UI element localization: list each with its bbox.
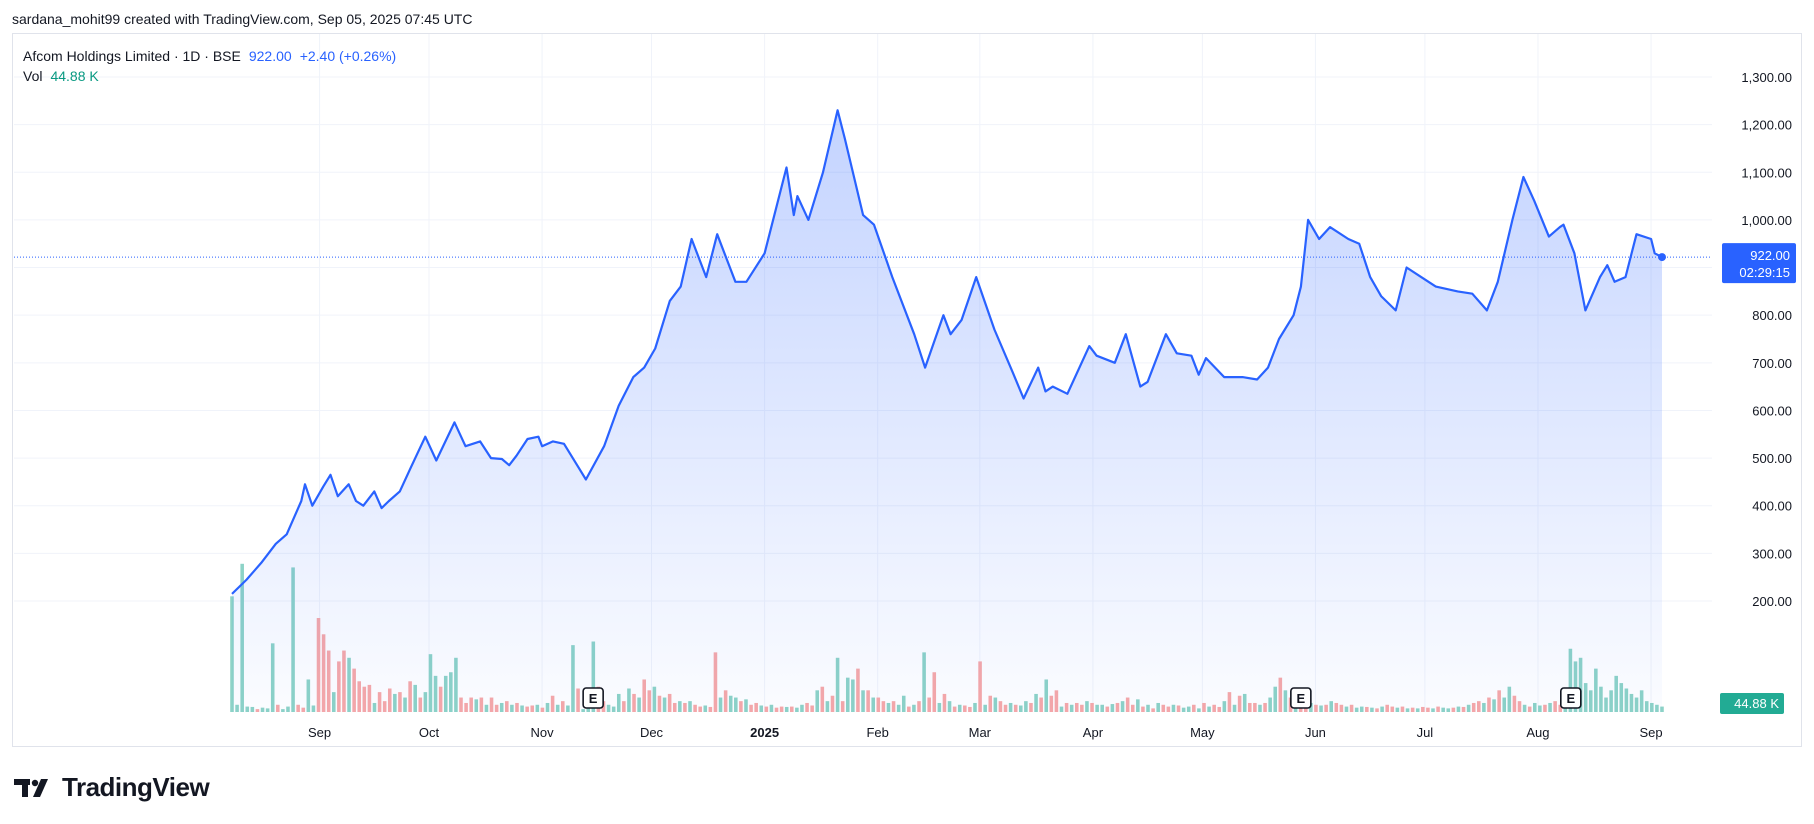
time-tick-label: Jul: [1417, 725, 1434, 740]
time-tick-label: Sep: [308, 725, 331, 740]
price-line: [231, 109, 1663, 595]
brand-name: TradingView: [62, 772, 210, 802]
time-tick-label: Jun: [1305, 725, 1326, 740]
tradingview-logo-icon: [14, 778, 48, 797]
attribution-text: sardana_mohit99 created with TradingView…: [12, 11, 473, 27]
price-change: +2.40 (+0.26%): [299, 48, 397, 64]
price-tick-label: 1,300.00: [1741, 70, 1792, 85]
price-tag-value: 922.00: [1750, 248, 1790, 263]
earnings-event-marker: [1560, 687, 1582, 709]
time-tick-label: Feb: [866, 725, 888, 740]
earnings-event-label: E: [589, 691, 598, 706]
time-tick-label: Aug: [1526, 725, 1549, 740]
time-tick-label: Dec: [640, 725, 664, 740]
price-tick-label: 500.00: [1752, 451, 1792, 466]
earnings-event-marker: [1290, 687, 1312, 709]
price-tick-label: 1,200.00: [1741, 118, 1792, 133]
earnings-event-label: E: [1566, 691, 1575, 706]
time-tick-label: 2025: [750, 725, 779, 740]
price-tick-label: 300.00: [1752, 546, 1792, 561]
price-axis[interactable]: 1,300.001,200.001,100.001,000.00900.0080…: [1741, 70, 1792, 609]
time-tick-label: Sep: [1639, 725, 1662, 740]
last-price-dot: [1658, 253, 1666, 262]
time-tick-label: Nov: [531, 725, 555, 740]
price-tick-label: 400.00: [1752, 499, 1792, 514]
volume-tag: [1720, 693, 1784, 714]
price-tick-label: 600.00: [1752, 403, 1792, 418]
earnings-event-label: E: [1297, 691, 1306, 706]
price-tick-label: 700.00: [1752, 356, 1792, 371]
price-tick-label: 1,100.00: [1741, 165, 1792, 180]
price-tag: [1722, 243, 1796, 284]
axis-tags: 922.00 02:29:15 44.88 K: [1720, 243, 1796, 714]
last-price: 922.00: [248, 48, 292, 64]
bar-countdown: 02:29:15: [1739, 265, 1790, 280]
price-tick-label: 200.00: [1752, 594, 1792, 609]
time-tick-label: Mar: [969, 725, 992, 740]
earnings-event-marker: [582, 687, 604, 709]
symbol-label[interactable]: Afcom Holdings Limited · 1D · BSE: [23, 48, 241, 64]
volume-tag-value: 44.88 K: [1734, 696, 1779, 711]
time-axis[interactable]: Sep Oct Nov Dec 2025 Feb Mar Apr May Jun Jul Aug Sep: [308, 725, 1663, 740]
tradingview-logo[interactable]: TradingView: [14, 772, 210, 803]
time-tick-label: May: [1190, 725, 1215, 740]
time-tick-label: Oct: [419, 725, 440, 740]
price-tick-label: 1,000.00: [1741, 213, 1792, 228]
price-area-fill: [232, 110, 1662, 713]
volume-label[interactable]: Vol: [23, 68, 43, 84]
time-tick-label: Apr: [1083, 725, 1104, 740]
price-tick-label: 800.00: [1752, 308, 1792, 323]
volume-value: 44.88 K: [50, 68, 99, 84]
chart-legend: Afcom Holdings Limited · 1D · BSE 922.00…: [23, 46, 396, 86]
chart-frame[interactable]: [12, 33, 1802, 747]
